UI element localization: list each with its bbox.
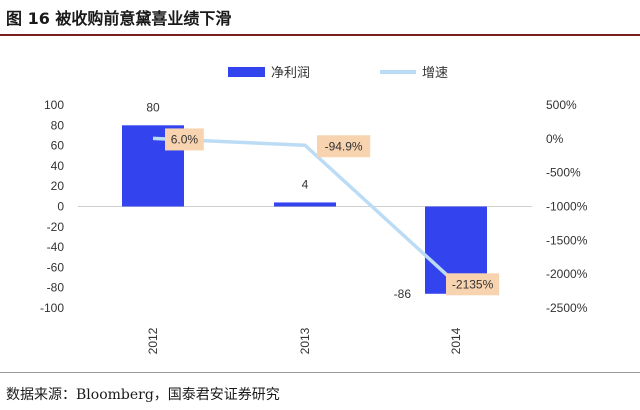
left-tick-label: 80 [51, 118, 65, 132]
left-tick-label: -20 [47, 220, 65, 234]
source-rule [0, 372, 640, 373]
line-series [152, 136, 458, 285]
line-label-text: -94.9% [325, 139, 363, 153]
line-label-2012: 6.0% [165, 128, 204, 151]
chart: 净利润 增速 100 80 60 40 20 0 -20 -40 -60 -80 -100 500% 0… [40, 66, 588, 354]
line-label-text: 6.0% [171, 132, 199, 146]
bar-series [122, 125, 487, 294]
x-tick-2014: 2014 [449, 327, 463, 354]
x-axis-ticks: 2012 2013 2014 [146, 327, 463, 354]
line-label-box [446, 273, 500, 296]
right-tick-label: -500% [546, 166, 581, 180]
bar-label-2012: 80 [146, 100, 160, 114]
left-tick-label: -80 [47, 281, 65, 295]
line-label-2014: -2135% [446, 273, 500, 296]
left-tick-label: 40 [51, 159, 65, 173]
right-tick-label: -1500% [546, 233, 588, 247]
right-tick-label: -2500% [546, 301, 588, 315]
left-axis-ticks: 100 80 60 40 20 0 -20 -40 -60 -80 -100 [40, 98, 64, 315]
bar-label-2013: 4 [302, 177, 309, 191]
line-label-box [165, 128, 204, 151]
legend-bar-swatch [228, 67, 265, 77]
line-label-text: -2135% [452, 277, 494, 291]
bar-2013 [274, 202, 336, 207]
left-tick-label: 60 [51, 139, 65, 153]
line-data-labels: 6.0% -94.9% -2135% [165, 128, 500, 296]
right-tick-label: 0% [546, 132, 564, 146]
legend-label-growth: 增速 [422, 66, 448, 81]
left-tick-label: 0 [57, 200, 64, 214]
x-tick-2013: 2013 [298, 327, 312, 354]
right-tick-label: -1000% [546, 200, 588, 214]
title-rule [0, 34, 640, 36]
bar-data-labels: 80 4 -86 [146, 100, 411, 300]
x-tick-2012: 2012 [146, 327, 160, 354]
left-tick-label: -100 [40, 301, 64, 315]
right-tick-label: 500% [546, 98, 577, 112]
bar-label-2014: -86 [394, 287, 412, 301]
growth-line [152, 136, 458, 285]
legend: 净利润 增速 [228, 66, 448, 81]
line-label-box [317, 135, 371, 158]
right-tick-label: -2000% [546, 267, 588, 281]
left-tick-label: -60 [47, 260, 65, 274]
left-tick-label: 20 [51, 179, 65, 193]
left-tick-label: 100 [44, 98, 64, 112]
legend-label-net-profit: 净利润 [271, 66, 310, 81]
figure-title-bar: 图 16 被收购前意黛喜业绩下滑 [0, 0, 640, 36]
right-axis-ticks: 500% 0% -500% -1000% -1500% -2000% -2500% [546, 98, 588, 315]
line-label-2013: -94.9% [317, 135, 371, 158]
left-tick-label: -40 [47, 240, 65, 254]
source-note: 数据来源：Bloomberg，国泰君安证券研究 [6, 387, 280, 403]
figure-title: 图 16 被收购前意黛喜业绩下滑 [6, 9, 232, 28]
